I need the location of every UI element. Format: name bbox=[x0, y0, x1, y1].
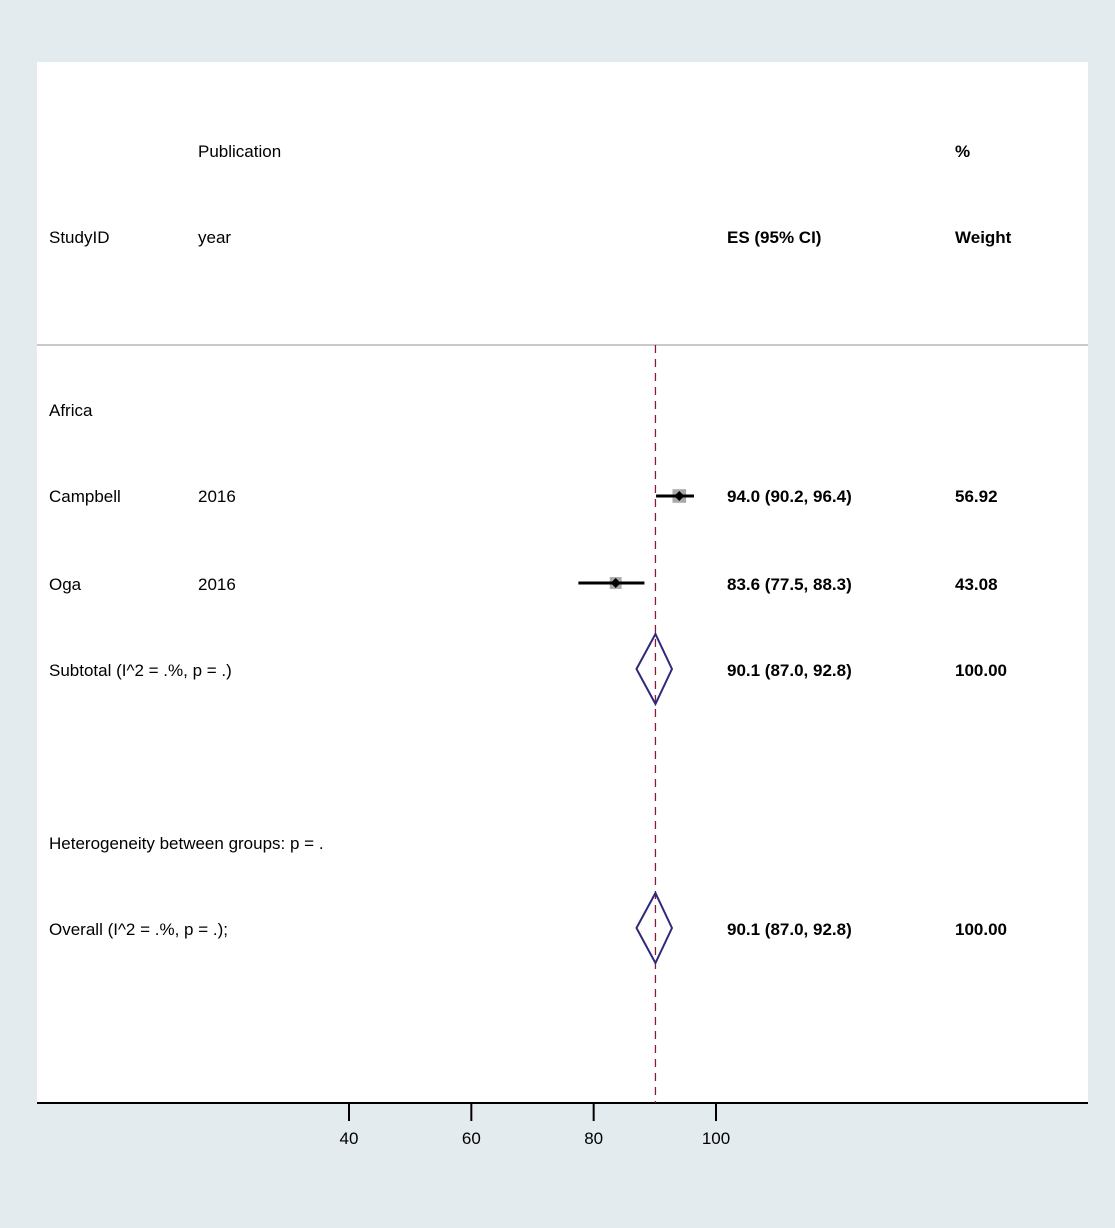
study-es-text: 94.0 (90.2, 96.4) bbox=[727, 487, 852, 506]
study-name: Campbell bbox=[49, 487, 121, 506]
study-name: Oga bbox=[49, 575, 82, 594]
subtotal-row: Subtotal (I^2 = .%, p = .) 90.1 (87.0, 9… bbox=[49, 661, 1007, 680]
x-axis-ticks: 40 60 80 100 bbox=[340, 1103, 730, 1148]
study-es-text: 83.6 (77.5, 88.3) bbox=[727, 575, 852, 594]
plot-panel bbox=[37, 62, 1088, 1102]
study-year: 2016 bbox=[198, 575, 236, 594]
study-row-campbell: Campbell 2016 94.0 (90.2, 96.4) 56.92 bbox=[49, 487, 998, 506]
overall-label: Overall (I^2 = .%, p = .); bbox=[49, 920, 228, 939]
subtotal-label: Subtotal (I^2 = .%, p = .) bbox=[49, 661, 232, 680]
x-tick-label: 40 bbox=[340, 1129, 359, 1148]
overall-row: Overall (I^2 = .%, p = .); 90.1 (87.0, 9… bbox=[49, 920, 1007, 939]
overall-weight: 100.00 bbox=[955, 920, 1007, 939]
heterogeneity-label: Heterogeneity between groups: p = . bbox=[49, 834, 324, 853]
overall-diamond bbox=[635, 890, 674, 966]
subtotal-weight: 100.00 bbox=[955, 661, 1007, 680]
header-es: ES (95% CI) bbox=[727, 228, 821, 247]
header-study-id: StudyID bbox=[49, 228, 109, 247]
subtotal-diamond bbox=[635, 631, 674, 707]
x-tick-label: 60 bbox=[462, 1129, 481, 1148]
study-row-oga: Oga 2016 83.6 (77.5, 88.3) 43.08 bbox=[49, 575, 998, 594]
group-label: Africa bbox=[49, 401, 93, 420]
x-tick-label: 80 bbox=[584, 1129, 603, 1148]
study-year: 2016 bbox=[198, 487, 236, 506]
subtotal-es-text: 90.1 (87.0, 92.8) bbox=[727, 661, 852, 680]
study-point bbox=[674, 491, 685, 501]
study-weight: 43.08 bbox=[955, 575, 998, 594]
study-weight: 56.92 bbox=[955, 487, 998, 506]
header-weight-percent: % bbox=[955, 142, 970, 161]
x-tick-label: 100 bbox=[702, 1129, 730, 1148]
header-year: year bbox=[198, 228, 231, 247]
study-point bbox=[610, 578, 621, 588]
forest-marks bbox=[578, 345, 694, 1103]
header-weight: Weight bbox=[955, 228, 1012, 247]
overall-es-text: 90.1 (87.0, 92.8) bbox=[727, 920, 852, 939]
header-publication: Publication bbox=[198, 142, 281, 161]
